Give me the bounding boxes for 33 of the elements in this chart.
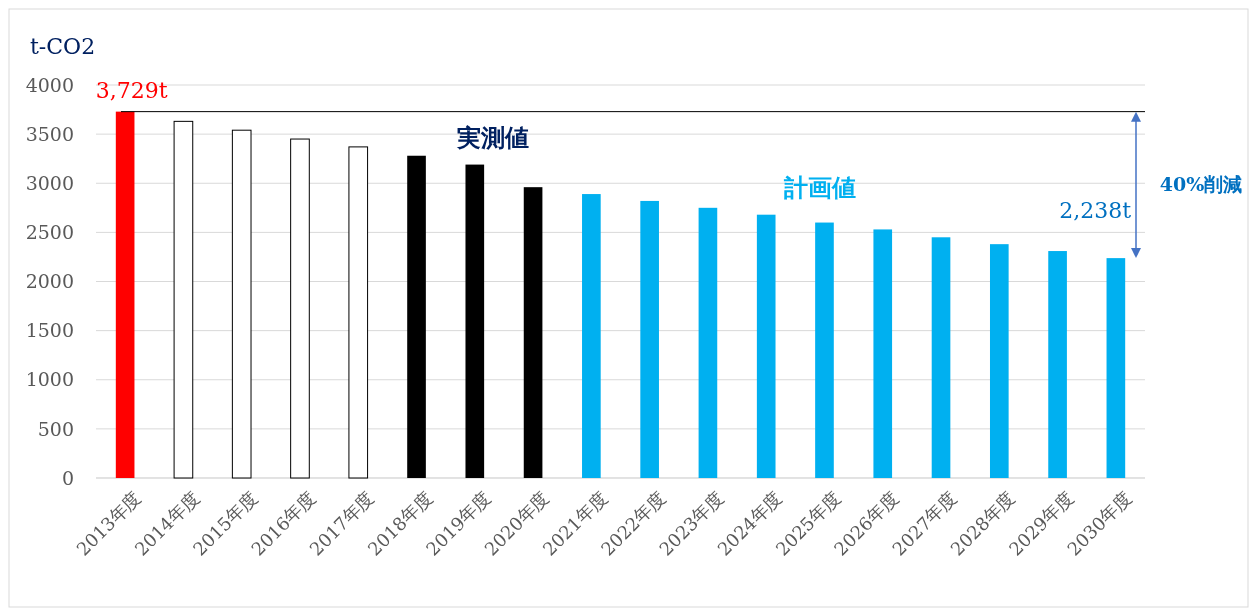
- bar: [523, 187, 543, 478]
- bar: [756, 214, 776, 478]
- data-label: 2,238t: [1059, 198, 1132, 224]
- y-tick-label: 1500: [25, 319, 74, 342]
- y-tick-label: 4000: [25, 73, 74, 96]
- annotation: 計画値: [783, 173, 856, 202]
- bar: [1106, 258, 1126, 478]
- bar: [231, 129, 252, 479]
- data-label: 3,729t: [95, 77, 168, 103]
- y-tick-label: 2000: [25, 270, 74, 293]
- bar: [989, 244, 1009, 478]
- text: 40%削減: [1159, 172, 1243, 195]
- y-axis-title: t-CO2: [30, 34, 96, 59]
- y-tick-label: 3500: [25, 122, 74, 145]
- y-tick-label: 3000: [25, 171, 74, 194]
- y-tick-label: 1000: [25, 368, 74, 391]
- bar: [873, 229, 893, 478]
- y-tick-label: 0: [61, 466, 74, 489]
- y-tick-label: 500: [37, 417, 74, 440]
- annotation: 実測値: [456, 123, 529, 152]
- bar: [407, 155, 426, 478]
- bar: [348, 146, 369, 479]
- bar: [815, 222, 834, 478]
- bar: [1048, 251, 1067, 478]
- bar: [290, 138, 310, 479]
- bar: [465, 164, 485, 478]
- bar: [698, 207, 718, 478]
- bar: [640, 200, 659, 478]
- bar: [115, 111, 135, 478]
- bar: [931, 237, 951, 478]
- bar: [173, 120, 194, 479]
- bar: [582, 194, 601, 478]
- y-tick-label: 2500: [25, 221, 74, 244]
